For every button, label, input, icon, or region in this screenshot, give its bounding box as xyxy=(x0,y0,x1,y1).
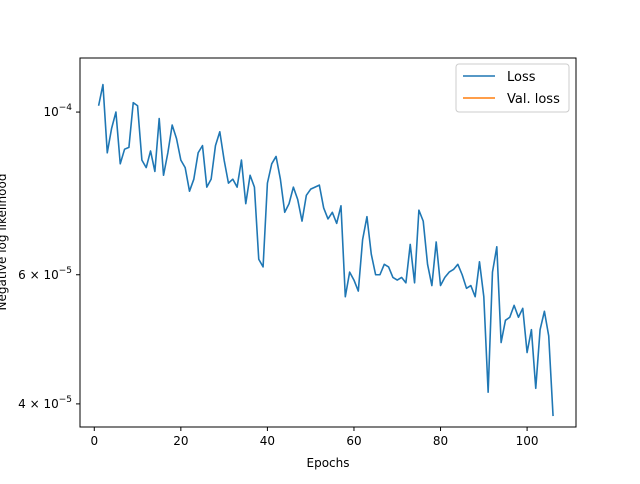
x-tick-label: 40 xyxy=(260,434,275,448)
y-axis-ticks: 4 × 10−5 6 × 10−5 10−4 xyxy=(18,103,80,411)
y-tick-label: 6 × 10−5 xyxy=(18,266,72,282)
x-tick-label: 80 xyxy=(433,434,448,448)
plot-frame xyxy=(79,57,577,428)
y-tick-label: 10−4 xyxy=(43,103,72,119)
series-line-loss xyxy=(97,83,554,417)
y-axis-label: Negative log likelihood xyxy=(0,174,9,311)
x-tick-label: 20 xyxy=(173,434,188,448)
y-tick-label: 4 × 10−5 xyxy=(18,395,72,411)
x-tick-label: 60 xyxy=(346,434,361,448)
legend-label-loss: Loss xyxy=(507,70,536,85)
x-tick-label: 100 xyxy=(516,434,539,448)
legend: Loss Val. loss xyxy=(455,63,570,113)
x-axis-label: Epochs xyxy=(307,456,350,470)
x-axis-ticks: 0 20 40 60 80 100 xyxy=(90,427,539,448)
legend-label-val-loss: Val. loss xyxy=(507,92,560,107)
x-tick-label: 0 xyxy=(90,434,98,448)
series-layer xyxy=(97,83,554,417)
